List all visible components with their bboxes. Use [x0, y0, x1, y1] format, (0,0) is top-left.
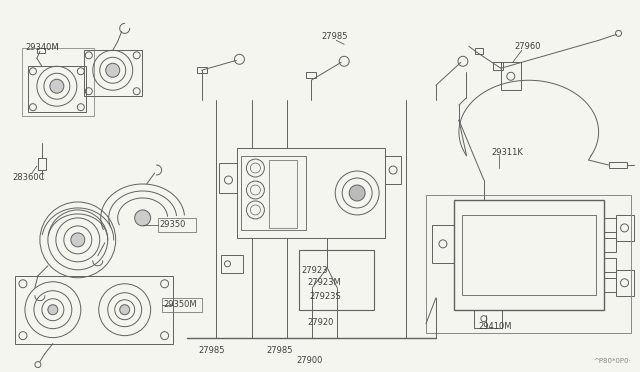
Bar: [385, 156, 401, 184]
Bar: [15, 276, 173, 344]
Circle shape: [71, 233, 85, 247]
Bar: [432, 225, 454, 263]
Bar: [604, 238, 616, 252]
Bar: [616, 270, 634, 296]
Bar: [609, 162, 627, 168]
Text: ^P80*0P0·: ^P80*0P0·: [594, 357, 631, 363]
Bar: [196, 67, 207, 73]
Circle shape: [134, 210, 150, 226]
Bar: [37, 48, 45, 53]
Bar: [157, 218, 196, 232]
Bar: [454, 200, 604, 310]
Circle shape: [120, 305, 130, 315]
Circle shape: [48, 305, 58, 315]
Bar: [604, 258, 616, 272]
Text: 27923M: 27923M: [307, 278, 341, 287]
Bar: [269, 160, 298, 228]
Circle shape: [349, 185, 365, 201]
Bar: [162, 298, 202, 312]
Text: 27923S: 27923S: [309, 292, 341, 301]
Bar: [462, 215, 596, 295]
Text: 28360C: 28360C: [12, 173, 44, 182]
Bar: [501, 62, 521, 90]
Bar: [426, 195, 630, 333]
Bar: [38, 158, 46, 170]
Text: 27985: 27985: [266, 346, 293, 355]
Text: 29311K: 29311K: [492, 148, 524, 157]
Text: 27985: 27985: [198, 346, 225, 355]
Text: 29410M: 29410M: [479, 322, 513, 331]
Text: 27900: 27900: [296, 356, 323, 365]
Bar: [84, 50, 141, 96]
Text: 27923: 27923: [301, 266, 328, 275]
Bar: [604, 278, 616, 292]
Bar: [616, 215, 634, 241]
Bar: [22, 48, 94, 116]
Bar: [237, 148, 385, 238]
Bar: [604, 218, 616, 232]
Circle shape: [106, 63, 120, 77]
Bar: [474, 310, 502, 328]
Bar: [28, 66, 86, 112]
Bar: [475, 48, 483, 54]
Circle shape: [50, 79, 64, 93]
Bar: [221, 255, 243, 273]
Bar: [307, 72, 316, 78]
Text: 27985: 27985: [321, 32, 348, 41]
Text: 27920: 27920: [307, 318, 333, 327]
Text: 29350: 29350: [159, 220, 186, 229]
Bar: [220, 163, 237, 193]
Text: 29350M: 29350M: [164, 300, 197, 309]
Bar: [241, 156, 307, 230]
Bar: [300, 250, 374, 310]
Text: 27960: 27960: [515, 42, 541, 51]
Text: 29340M: 29340M: [25, 43, 59, 52]
Bar: [493, 62, 503, 70]
